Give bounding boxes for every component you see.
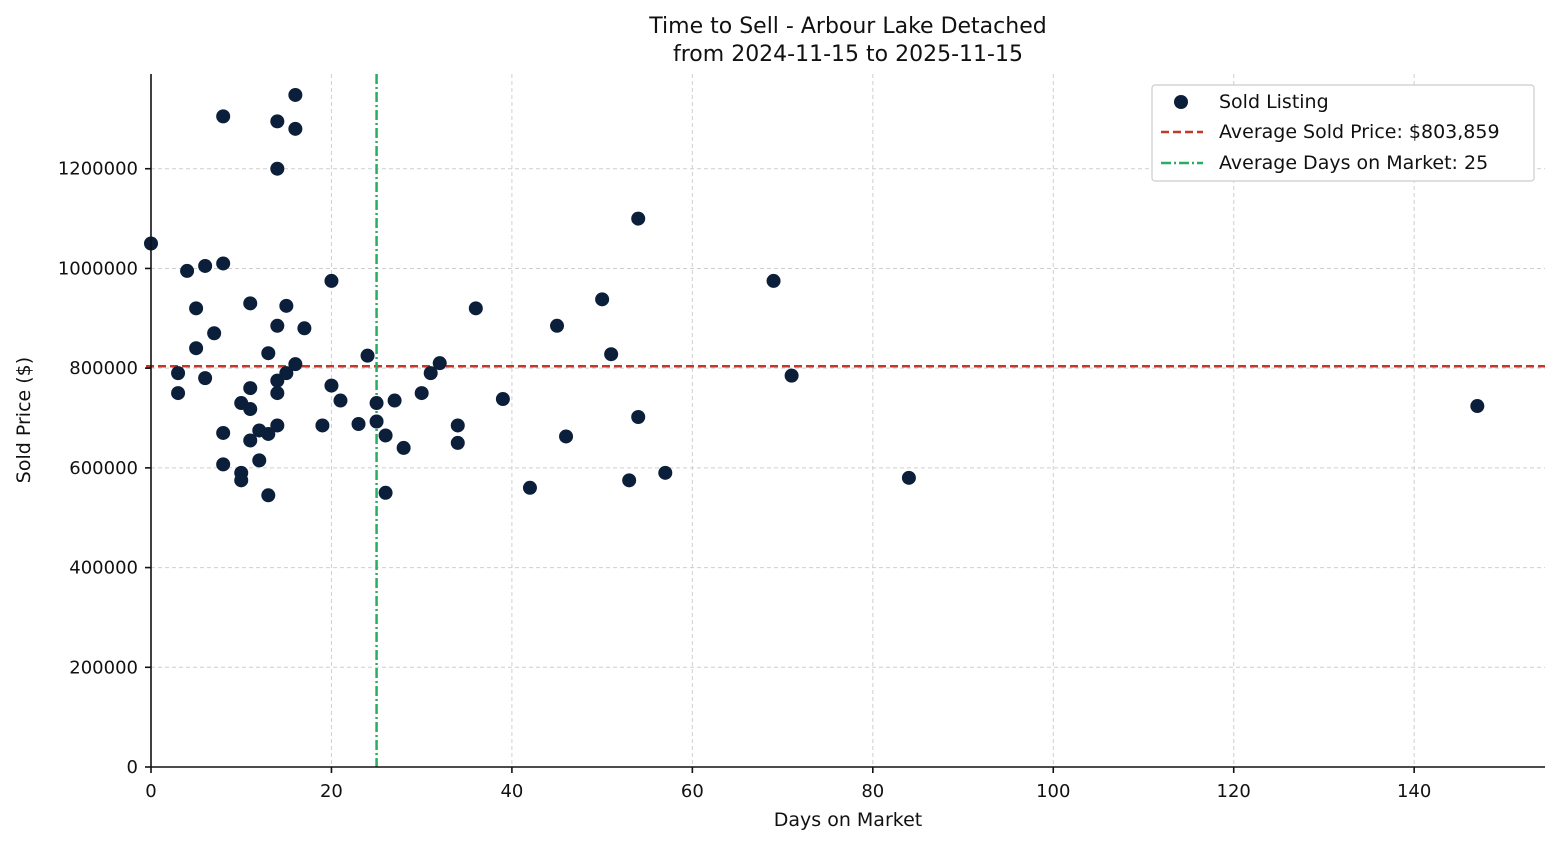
- data-point: [234, 473, 249, 488]
- data-point: [198, 371, 213, 386]
- tick-labels: 0 20 40 60 80 100 120 140 0 200000 400000 600000 800…: [58, 159, 1432, 802]
- data-point: [216, 457, 231, 472]
- data-point: [189, 301, 204, 316]
- y-tick-label: 400000: [69, 558, 138, 579]
- data-point: [522, 480, 537, 495]
- data-point: [658, 465, 673, 480]
- data-point: [901, 470, 916, 485]
- data-point: [1470, 399, 1485, 414]
- data-point: [369, 396, 384, 411]
- data-point: [378, 485, 393, 500]
- data-point: [207, 326, 222, 341]
- x-tick-label: 60: [681, 781, 704, 802]
- data-point: [378, 428, 393, 443]
- data-point: [631, 410, 646, 425]
- data-point: [216, 256, 231, 271]
- data-point: [351, 416, 366, 431]
- data-point: [423, 366, 438, 381]
- data-point: [288, 357, 303, 372]
- data-point: [261, 488, 276, 503]
- data-point: [766, 273, 781, 288]
- data-point: [784, 368, 799, 383]
- y-tick-label: 600000: [69, 458, 138, 479]
- data-point: [324, 378, 339, 393]
- data-point: [243, 381, 258, 396]
- data-point: [468, 301, 483, 316]
- data-point: [450, 435, 465, 450]
- data-point: [279, 366, 294, 381]
- data-point: [171, 386, 186, 401]
- legend-label-average-days: Average Days on Market: 25: [1219, 152, 1488, 174]
- data-point: [243, 296, 258, 311]
- data-point: [261, 426, 276, 441]
- data-point: [243, 433, 258, 448]
- data-point: [396, 440, 411, 455]
- x-tick-label: 100: [1036, 781, 1070, 802]
- data-point: [270, 161, 285, 176]
- data-point: [288, 121, 303, 136]
- data-point: [261, 346, 276, 361]
- data-point: [369, 414, 384, 429]
- data-point: [270, 386, 285, 401]
- data-point: [189, 341, 204, 356]
- data-point: [297, 321, 312, 336]
- data-point: [180, 263, 195, 278]
- x-axis-label: Days on Market: [774, 809, 922, 831]
- data-point: [387, 393, 402, 408]
- legend-label-sold-listing: Sold Listing: [1219, 91, 1329, 113]
- data-point: [595, 292, 610, 307]
- legend-label-average-price: Average Sold Price: $803,859: [1219, 121, 1500, 143]
- data-point: [216, 109, 231, 124]
- x-tick-label: 120: [1217, 781, 1251, 802]
- data-point: [550, 318, 565, 333]
- y-tick-label: 0: [127, 757, 138, 778]
- x-tick-label: 40: [500, 781, 523, 802]
- data-point: [622, 473, 637, 488]
- y-tick-label: 200000: [69, 657, 138, 678]
- legend: Sold Listing Average Sold Price: $803,85…: [1151, 84, 1535, 182]
- data-point: [270, 114, 285, 129]
- data-point: [315, 418, 330, 433]
- data-point: [198, 258, 213, 273]
- axes: [145, 74, 1545, 773]
- chart-title: Time to Sell - Arbour Lake Detached: [648, 14, 1046, 39]
- y-axis-label: Sold Price ($): [13, 357, 35, 483]
- y-tick-label: 800000: [69, 358, 138, 379]
- data-point: [324, 273, 339, 288]
- x-tick-label: 80: [861, 781, 884, 802]
- data-point: [333, 393, 348, 408]
- y-tick-label: 1000000: [58, 258, 138, 279]
- data-points: [144, 87, 1485, 503]
- x-tick-label: 20: [320, 781, 343, 802]
- data-point: [270, 418, 285, 433]
- data-point: [450, 418, 465, 433]
- legend-box: [1151, 84, 1535, 182]
- data-point: [171, 366, 186, 381]
- data-point: [288, 87, 303, 102]
- data-point: [604, 347, 619, 362]
- data-point: [279, 298, 294, 313]
- data-point: [360, 348, 375, 363]
- y-tick-label: 1200000: [58, 159, 138, 180]
- data-point: [252, 453, 267, 468]
- x-tick-label: 0: [145, 781, 156, 802]
- data-point: [270, 318, 285, 333]
- data-point: [631, 211, 646, 226]
- data-point: [432, 356, 447, 371]
- data-point: [216, 425, 231, 440]
- data-point: [559, 429, 574, 444]
- data-point: [414, 386, 429, 401]
- x-tick-label: 140: [1397, 781, 1431, 802]
- chart-subtitle: from 2024-11-15 to 2025-11-15: [673, 42, 1023, 67]
- data-point: [495, 392, 510, 407]
- data-point: [243, 402, 258, 417]
- legend-marker-sold-listing: [1174, 95, 1188, 109]
